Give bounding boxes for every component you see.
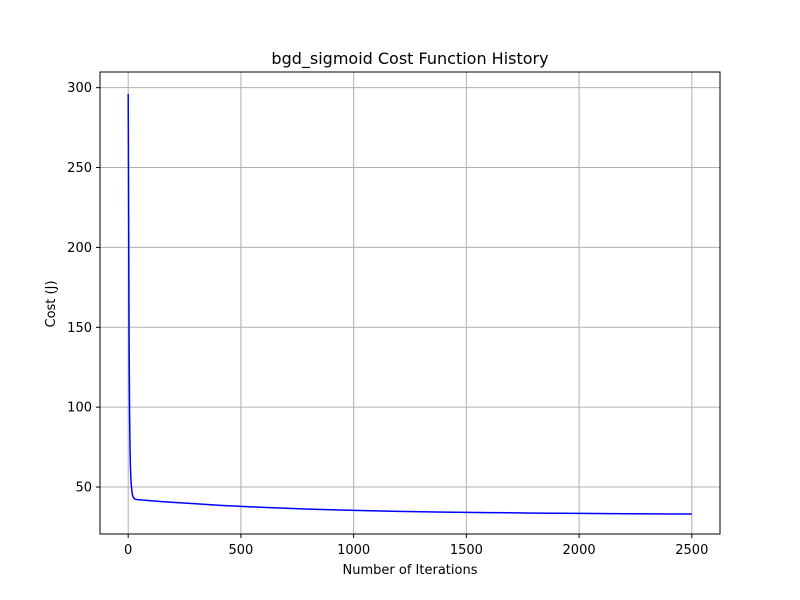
y-tick-label: 200 (67, 241, 92, 256)
y-tick-label: 100 (67, 401, 92, 416)
axis-ticks: 0 500 1000 1500 2000 2500 50 100 150 200 250 300 (67, 81, 708, 558)
x-tick-label: 1000 (337, 543, 370, 558)
x-tick-label: 500 (228, 543, 253, 558)
x-tick-label: 2500 (675, 543, 708, 558)
series-layer (127, 94, 692, 515)
y-tick-label: 300 (67, 81, 92, 96)
grid-lines (100, 72, 720, 534)
y-axis-label: Cost (J) (44, 280, 59, 327)
y-tick-label: 150 (67, 321, 92, 336)
x-tick-label: 0 (124, 543, 132, 558)
chart-title: bgd_sigmoid Cost Function History (271, 49, 548, 69)
x-tick-label: 1500 (450, 543, 483, 558)
y-tick-label: 250 (67, 161, 92, 176)
x-axis-label: Number of Iterations (343, 563, 478, 578)
x-tick-label: 2000 (563, 543, 596, 558)
cost-series-line (127, 94, 692, 515)
y-tick-label: 50 (75, 481, 92, 496)
plot-frame (99, 71, 721, 535)
